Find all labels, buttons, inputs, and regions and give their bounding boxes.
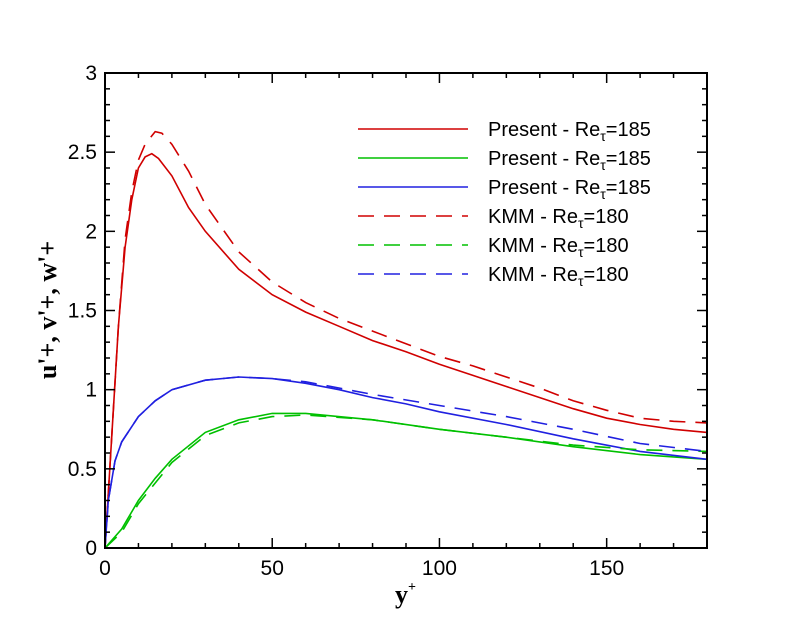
legend-label: Present - Reτ=185	[488, 119, 651, 144]
legend-label: Present - Reτ=185	[488, 148, 651, 173]
x-tick-label: 50	[261, 557, 284, 580]
series-line-2	[104, 376, 708, 549]
plot-frame	[104, 72, 708, 549]
y-tick-label: 2	[85, 220, 97, 243]
y-tick-label: 2.5	[68, 141, 97, 164]
series-line-4	[104, 414, 708, 549]
x-tick-label: 150	[589, 557, 624, 580]
legend-item: KMM - Reτ=180	[358, 264, 629, 289]
x-tick-label: 0	[99, 557, 111, 580]
legend-label: KMM - Reτ=180	[488, 264, 629, 289]
y-tick-label: 1	[85, 379, 97, 402]
series-line-5	[104, 376, 708, 549]
legend-item: Present - Reτ=185	[358, 148, 651, 173]
x-axis-label: y+	[395, 580, 416, 609]
ticks-layer: 0 50 100 150 0 0.5 1 1.5 2 2.5 3	[68, 62, 708, 580]
y-tick-label: 0.5	[68, 458, 97, 481]
series-line-3	[104, 130, 708, 549]
series-layer	[104, 130, 708, 549]
legend-item: KMM - Reτ=180	[358, 206, 629, 231]
series-line-1	[104, 412, 708, 549]
legend-label: Present - Reτ=185	[488, 177, 651, 202]
legend-item: Present - Reτ=185	[358, 119, 651, 144]
y-axis-label: u'+, v'+, w'+	[33, 241, 62, 379]
legend-label: KMM - Reτ=180	[488, 235, 629, 260]
legend-item: Present - Reτ=185	[358, 177, 651, 202]
y-axis-label-group: u'+, v'+, w'+	[33, 241, 62, 379]
legend-label: KMM - Reτ=180	[488, 206, 629, 231]
legend-item: KMM - Reτ=180	[358, 235, 629, 260]
legend: Present - Reτ=185 Present - Reτ=185 Presen…	[358, 119, 651, 289]
y-tick-label: 1.5	[68, 300, 97, 323]
y-tick-label: 3	[85, 62, 97, 85]
series-line-0	[104, 152, 708, 549]
x-tick-label: 100	[422, 557, 457, 580]
y-tick-label: 0	[85, 537, 97, 560]
